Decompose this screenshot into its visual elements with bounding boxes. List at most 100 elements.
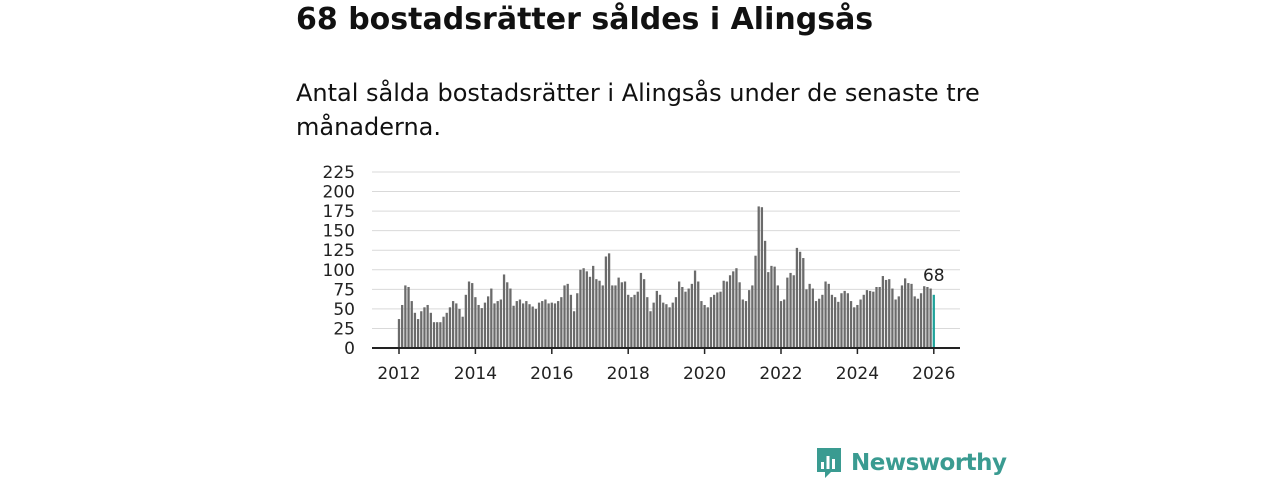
bar xyxy=(461,316,464,348)
bar xyxy=(416,319,420,348)
bar xyxy=(881,276,885,348)
bar xyxy=(719,291,722,348)
bar xyxy=(585,271,588,348)
bar xyxy=(633,294,636,348)
bar xyxy=(407,286,410,348)
bar xyxy=(592,265,595,348)
bar xyxy=(451,301,455,348)
x-tick-label: 2020 xyxy=(683,364,726,384)
bar xyxy=(550,302,553,348)
bar xyxy=(684,291,687,348)
bar xyxy=(490,288,493,348)
bar xyxy=(859,299,862,348)
bar xyxy=(795,247,799,348)
bar xyxy=(576,293,579,348)
bar xyxy=(802,258,805,348)
bar xyxy=(623,281,627,348)
y-tick-label: 125 xyxy=(323,241,355,261)
bar xyxy=(563,285,566,348)
bar xyxy=(588,276,592,348)
bar xyxy=(662,302,665,348)
bar xyxy=(776,285,779,348)
bar xyxy=(467,281,471,348)
brand-name: Newsworthy xyxy=(851,450,1007,476)
bar xyxy=(690,283,694,348)
bar xyxy=(833,297,837,348)
bar xyxy=(732,271,735,348)
bar xyxy=(531,306,534,348)
x-tick-label: 2014 xyxy=(454,364,497,384)
bar xyxy=(569,294,573,348)
bar xyxy=(754,255,757,348)
bar xyxy=(598,280,601,348)
bar xyxy=(436,322,439,348)
bar xyxy=(725,281,729,348)
bar xyxy=(849,301,853,348)
bar xyxy=(579,269,582,348)
bar xyxy=(713,294,716,348)
bar xyxy=(665,304,668,348)
bar xyxy=(738,282,741,348)
bar xyxy=(693,270,697,348)
bar xyxy=(741,299,744,348)
bar xyxy=(910,283,913,348)
y-tick-label: 175 xyxy=(323,202,355,222)
bar xyxy=(798,251,802,348)
bar xyxy=(748,290,751,348)
x-tick-label: 2018 xyxy=(607,364,650,384)
bar xyxy=(904,278,907,348)
bar xyxy=(445,312,448,348)
bar xyxy=(525,301,528,348)
bar xyxy=(572,311,576,348)
bar xyxy=(677,281,681,348)
bar xyxy=(464,294,467,348)
bar xyxy=(789,272,792,348)
bar xyxy=(735,268,738,348)
bar xyxy=(455,303,458,348)
bar xyxy=(884,279,888,348)
bar xyxy=(627,294,630,348)
bar xyxy=(700,301,703,348)
bar xyxy=(499,299,503,348)
bar xyxy=(846,293,849,348)
bar xyxy=(413,312,417,348)
bar xyxy=(646,297,649,348)
latest-value-label: 68 xyxy=(923,266,945,286)
bar xyxy=(888,279,891,348)
bar xyxy=(620,282,623,348)
bar xyxy=(853,307,856,348)
bar xyxy=(668,307,671,348)
bar xyxy=(818,298,821,348)
bar xyxy=(566,283,569,348)
bar xyxy=(674,297,678,348)
bar xyxy=(926,286,929,348)
bar xyxy=(805,289,808,348)
chart-subtitle: Antal sålda bostadsrätter i Alingsås und… xyxy=(296,79,980,141)
bar xyxy=(811,288,814,348)
bar xyxy=(757,206,760,348)
bar xyxy=(830,294,834,348)
bar-chart-logo-icon xyxy=(817,448,841,478)
bar xyxy=(493,303,496,348)
bar xyxy=(808,283,811,348)
bar xyxy=(767,272,770,348)
bar xyxy=(658,294,662,348)
bar xyxy=(697,281,700,348)
bar xyxy=(728,275,732,348)
bar xyxy=(744,301,748,348)
bar xyxy=(919,293,923,348)
y-tick-label: 225 xyxy=(323,163,355,183)
bar xyxy=(528,304,531,348)
bar xyxy=(875,286,878,348)
bar xyxy=(827,283,830,348)
bar xyxy=(865,290,869,348)
bar xyxy=(639,272,643,348)
bar xyxy=(786,277,789,348)
newsworthy-logo[interactable]: Newsworthy xyxy=(815,446,1007,480)
bar xyxy=(868,290,872,348)
bar xyxy=(856,304,859,348)
bar xyxy=(843,290,846,348)
bar xyxy=(929,288,932,348)
